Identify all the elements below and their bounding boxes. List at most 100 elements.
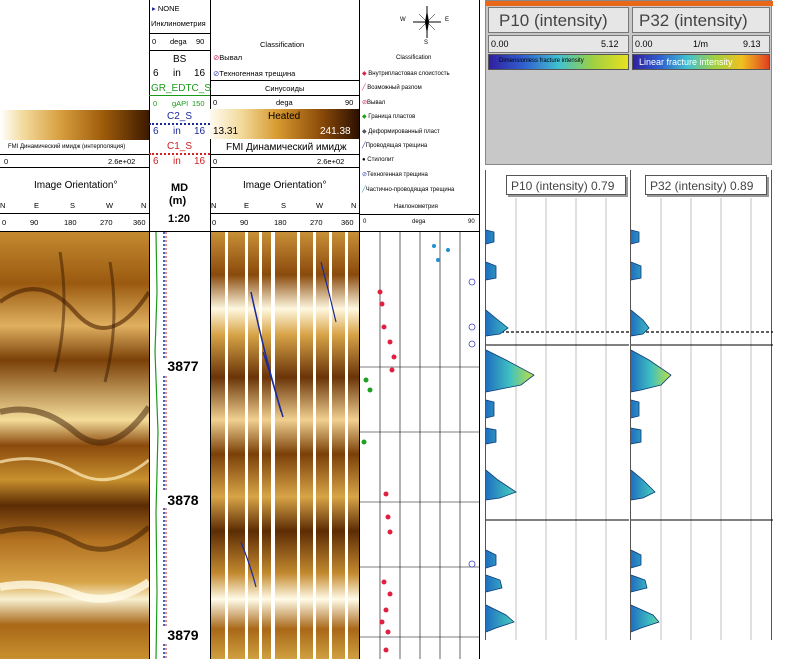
- heated-label: Heated: [268, 111, 301, 122]
- dir-s: S: [70, 201, 76, 210]
- p32-max: 9.13: [743, 39, 761, 49]
- p32-min: 0.00: [635, 39, 653, 49]
- col3-classification: Classification: [260, 40, 305, 49]
- fmi-interpolated-image: [0, 232, 149, 659]
- c1-unit: in: [173, 156, 181, 167]
- leg-breakout: ⊘Вывал: [362, 100, 386, 106]
- gr-label: GR_EDTC_S: [151, 83, 212, 94]
- c3-orientation-title: Image Orientation°: [243, 180, 327, 191]
- gr-max: 150: [192, 99, 205, 108]
- gr-unit: gAPI: [172, 99, 189, 108]
- c3-deg-270: 270: [310, 218, 323, 227]
- sinus-min: 0: [213, 98, 218, 107]
- p32-bar-label: Linear fracture intensity: [639, 57, 733, 67]
- depth-3879: 3879: [158, 627, 208, 643]
- incl-min: 0: [152, 37, 157, 46]
- c1-max: 16: [194, 156, 206, 167]
- p10-color-bar: Dimensionless fracture intensity: [488, 54, 629, 70]
- gr-min: 0: [153, 99, 158, 108]
- deg-270: 270: [100, 218, 113, 227]
- deg-90: 90: [30, 218, 39, 227]
- c3-scale-min: 0: [213, 157, 218, 166]
- none-label: ▸ NONE: [152, 4, 180, 13]
- c1-label: C1_S: [167, 141, 193, 152]
- heated-min: 13.31: [213, 126, 239, 137]
- p32-chart: P32 (intensity) 0.89: [630, 170, 773, 640]
- c1-line: [149, 153, 210, 155]
- p10-chart-title-box: P10 (intensity) 0.79: [506, 175, 626, 195]
- p10-min: 0.00: [491, 39, 509, 49]
- leg-conductive: ╱Проводящая трещина: [362, 143, 428, 149]
- sinusoids-label: Синусоиды: [265, 84, 305, 93]
- dip-min: 0: [363, 219, 367, 225]
- image-orientation-title: Image Orientation°: [34, 180, 118, 191]
- leg-stylolite: ● Стилолит: [362, 157, 395, 163]
- bs-max: 16: [194, 68, 206, 79]
- col4-classification: Classification: [396, 55, 432, 61]
- c2-unit: in: [173, 126, 181, 137]
- dir-n1: N: [0, 201, 6, 210]
- c3-deg-360: 360: [341, 218, 354, 227]
- p32-color-bar: Linear fracture intensity: [632, 54, 770, 70]
- c3-deg-0: 0: [212, 218, 217, 227]
- fmi-legend-gradient: [0, 110, 149, 140]
- compass-icon: [407, 4, 447, 48]
- curves-track: [150, 231, 210, 660]
- deg-360: 360: [133, 218, 146, 227]
- leg-possible-fault: ╱ Возможный разлом: [362, 85, 422, 91]
- dir-w: W: [106, 201, 114, 210]
- dir-e: E: [34, 201, 40, 210]
- c3-dir-e: E: [244, 201, 250, 210]
- fmi-scale-max: 2.6e+02: [108, 157, 136, 166]
- deg-0: 0: [2, 218, 7, 227]
- fmi-legend-label: FMI Динамический имидж (интерполяция): [8, 144, 126, 150]
- c2-line: [149, 123, 210, 125]
- inclinometry-label: Инклинометрия: [151, 19, 206, 28]
- incl-max: 90: [196, 37, 205, 46]
- c3-dir-n2: N: [351, 201, 357, 210]
- p32-unit: 1/m: [693, 39, 709, 49]
- c2-min: 6: [153, 126, 159, 137]
- dip-max: 90: [468, 219, 475, 225]
- incl-unit: dega: [170, 37, 187, 46]
- p10-max: 5.12: [601, 39, 619, 49]
- p10-bar-label: Dimensionless fracture intensity: [499, 58, 584, 64]
- md-label: MD: [171, 182, 189, 194]
- left-panel: FMI Динамический имидж (интерполяция) 0 …: [0, 0, 480, 660]
- md-scale: 1:20: [168, 213, 191, 225]
- leg-deformed: ◆ Деформированный пласт: [362, 129, 440, 135]
- depth-3878: 3878: [158, 492, 208, 508]
- depth-3877: 3877: [158, 358, 208, 374]
- leg-induced: ⊘Техногенная трещина: [362, 172, 428, 178]
- intensity-header-panel: P10 (intensity) 0.00 5.12 Dimensionless …: [485, 0, 773, 165]
- dir-n2: N: [141, 201, 147, 210]
- leg-vyval-c3: ⊘Вывал: [213, 53, 243, 62]
- compass-e: E: [445, 17, 450, 23]
- leg-bedding: ◆ Внутрипластовая слоистость: [362, 71, 450, 77]
- c3-dir-s: S: [281, 201, 287, 210]
- compass-s: S: [424, 40, 429, 46]
- bs-unit: in: [173, 68, 181, 79]
- leg-techno-c3: ⊘Техногенная трещина: [213, 69, 296, 78]
- leg-partial: ╱Частично-проводящая трещина: [362, 187, 455, 193]
- c1-min: 6: [153, 156, 159, 167]
- dip-unit: dega: [412, 219, 426, 225]
- c3-dir-w: W: [316, 201, 324, 210]
- heated-max: 241.38: [320, 126, 351, 137]
- dip-title: Наклонометрия: [394, 204, 438, 210]
- c3-deg-180: 180: [274, 218, 287, 227]
- compass-w: W: [400, 17, 406, 23]
- c3-scale-max: 2.6e+02: [317, 157, 345, 166]
- p10-title: P10 (intensity): [499, 11, 608, 30]
- c3-deg-90: 90: [240, 218, 249, 227]
- p32-chart-title: P32 (intensity) 0.89: [650, 179, 754, 193]
- right-panel: P10 (intensity) 0.00 5.12 Dimensionless …: [485, 0, 785, 659]
- sinus-unit: dega: [276, 98, 293, 107]
- fmi-scale-min: 0: [4, 157, 9, 166]
- heated-gradient: [210, 109, 359, 139]
- md-unit: (m): [169, 195, 187, 207]
- p10-chart: P10 (intensity) 0.79: [485, 170, 629, 640]
- p10-chart-title: P10 (intensity) 0.79: [511, 179, 615, 193]
- bs-min: 6: [153, 68, 159, 79]
- dip-track: [360, 232, 479, 659]
